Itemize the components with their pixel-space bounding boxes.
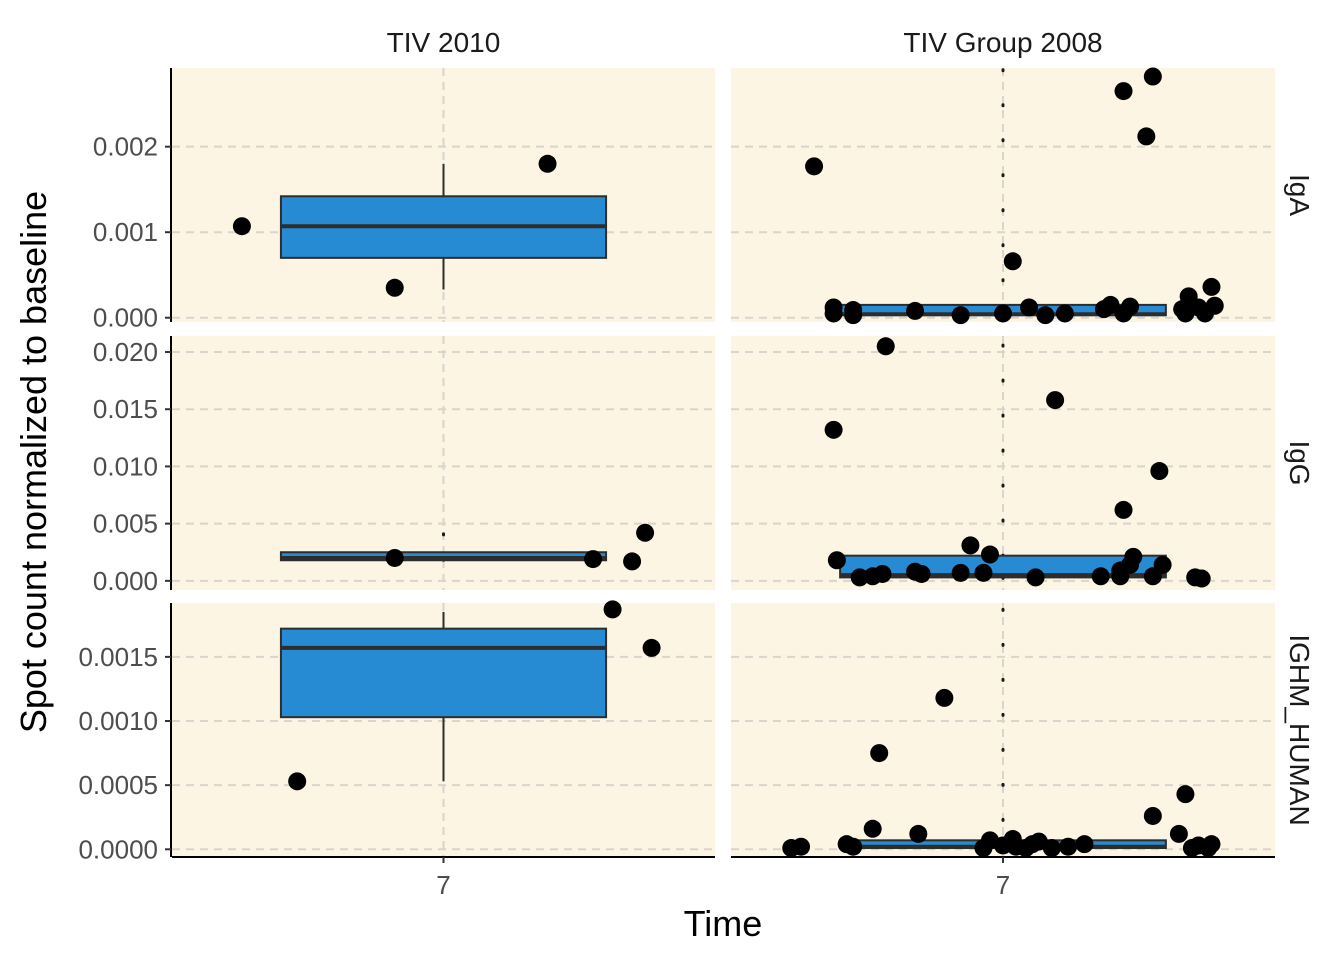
data-point	[636, 523, 655, 542]
data-point	[1150, 462, 1169, 481]
y-tick-label: 0.000	[93, 303, 158, 333]
data-point	[603, 600, 622, 619]
data-point	[288, 772, 307, 791]
facet-column-label: TIV 2010	[387, 27, 501, 58]
panel-iga-tiv-2010	[232, 154, 608, 297]
data-point	[824, 420, 843, 439]
y-tick-label: 0.000	[93, 566, 158, 596]
data-point	[994, 304, 1012, 323]
facet-column-label: TIV Group 2008	[903, 27, 1102, 58]
y-tick-label: 0.0005	[78, 770, 158, 800]
data-point	[863, 819, 882, 838]
panel-ighm-human-tiv-group-2008	[782, 607, 1221, 858]
data-point	[980, 545, 999, 564]
data-point	[1101, 295, 1120, 314]
data-point	[1192, 569, 1211, 588]
data-point	[1036, 306, 1055, 325]
facet-row-label: IGHM_HUMAN	[1284, 634, 1315, 825]
y-tick-label: 0.0015	[78, 642, 158, 672]
y-tick-label: 0.010	[93, 451, 158, 481]
data-point	[1124, 547, 1143, 566]
data-point	[642, 638, 661, 657]
data-point	[873, 564, 892, 583]
data-point	[1205, 296, 1224, 315]
data-point	[876, 337, 895, 356]
data-point	[850, 568, 869, 587]
data-point	[1003, 252, 1022, 271]
y-tick-label: 0.015	[93, 394, 158, 424]
data-point	[232, 217, 251, 236]
panel-igg-tiv-group-2008	[824, 337, 1211, 588]
data-point	[1042, 839, 1061, 858]
data-point	[1114, 82, 1133, 101]
x-tick-label: 7	[996, 870, 1010, 900]
y-tick-label: 0.002	[93, 132, 158, 162]
data-point	[538, 154, 557, 173]
data-point	[912, 564, 931, 583]
y-tick-label: 0.001	[93, 217, 158, 247]
panel-iga-tiv-group-2008	[805, 67, 1224, 325]
data-point	[961, 536, 980, 555]
data-point	[1137, 127, 1156, 146]
data-point	[584, 550, 603, 569]
data-point	[1114, 500, 1133, 519]
facet-row-label: IgA	[1284, 174, 1315, 216]
data-point	[870, 744, 889, 763]
data-point	[1121, 297, 1140, 316]
data-point	[935, 688, 954, 707]
data-point	[974, 563, 993, 582]
data-point	[1059, 837, 1078, 856]
y-tick-label: 0.005	[93, 509, 158, 539]
data-point	[792, 837, 811, 856]
data-point	[1143, 806, 1162, 825]
data-point	[909, 824, 928, 843]
data-point	[385, 278, 404, 297]
data-point	[1202, 277, 1221, 296]
data-point	[1091, 567, 1110, 586]
x-tick-label: 7	[436, 870, 450, 900]
y-axis-title: Spot count normalized to baseline	[13, 191, 54, 733]
data-point	[805, 157, 824, 176]
x-axis-title: Time	[684, 903, 763, 944]
data-point	[1153, 555, 1172, 574]
data-point	[824, 298, 843, 317]
data-point	[951, 306, 970, 325]
panel-ighm-human-tiv-2010	[279, 600, 661, 791]
data-point	[827, 551, 846, 570]
data-point	[1143, 67, 1162, 86]
box	[279, 627, 608, 719]
data-point	[1026, 568, 1045, 587]
facet-row-label: IgG	[1284, 440, 1315, 485]
data-point	[1055, 304, 1074, 323]
y-tick-label: 0.020	[93, 337, 158, 367]
data-point	[951, 563, 970, 582]
data-point	[844, 301, 863, 320]
data-point	[385, 548, 404, 567]
data-point	[1176, 785, 1195, 804]
data-point	[1075, 835, 1094, 854]
data-point	[623, 552, 642, 571]
data-point	[1046, 391, 1065, 410]
data-point	[906, 301, 925, 320]
data-point	[844, 837, 863, 856]
data-point	[1020, 298, 1039, 317]
data-point	[1202, 835, 1221, 854]
y-tick-label: 0.0010	[78, 706, 158, 736]
data-point	[1169, 824, 1188, 843]
panel-igg-tiv-2010	[279, 523, 655, 571]
y-tick-label: 0.0000	[78, 834, 158, 864]
